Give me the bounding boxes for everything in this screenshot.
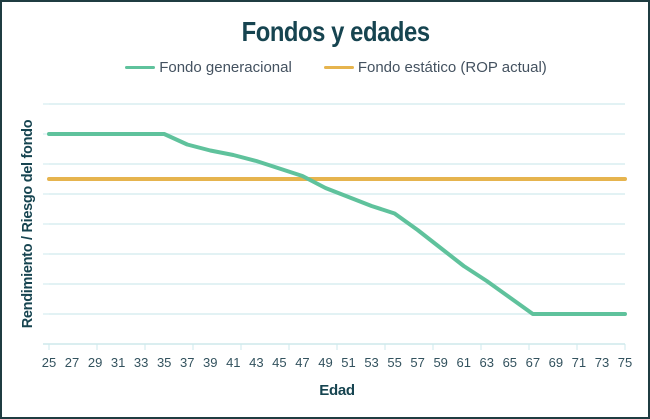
x-tick-label: 55 <box>387 355 401 370</box>
chart-title-text: Fondos y edades <box>241 16 431 47</box>
legend-line-swatch-estatico <box>323 65 354 70</box>
x-tick-label: 27 <box>65 355 79 370</box>
x-tick-label: 61 <box>456 355 470 370</box>
legend-item-fondo-estatico: Fondo estático (ROP actual) <box>323 59 547 76</box>
x-tick-label: 45 <box>272 355 286 370</box>
x-tick-label: 41 <box>226 355 240 370</box>
x-tick-label: 59 <box>433 355 447 370</box>
x-tick-label: 35 <box>157 355 171 370</box>
chart-header: Fondos y edades Fondo generacional Fondo… <box>2 16 648 76</box>
x-tick-label: 39 <box>203 355 217 370</box>
x-tick-label: 73 <box>595 355 609 370</box>
x-tick-label: 71 <box>572 355 586 370</box>
legend-item-fondo-generacional: Fondo generacional <box>125 59 292 76</box>
legend-label-estatico: Fondo estático (ROP actual) <box>357 59 547 76</box>
series-lines <box>47 132 627 316</box>
x-tick-label: 33 <box>134 355 148 370</box>
legend: Fondo generacional Fondo estático (ROP a… <box>24 59 648 76</box>
legend-label-generacional: Fondo generacional <box>159 59 292 76</box>
x-tick-label: 63 <box>480 355 494 370</box>
x-tick-label: 31 <box>111 355 125 370</box>
x-tick-label: 25 <box>42 355 56 370</box>
x-tick-label: 67 <box>526 355 540 370</box>
x-axis-title: Edad <box>319 382 355 399</box>
x-tick-label: 29 <box>88 355 102 370</box>
x-tick-label: 49 <box>318 355 332 370</box>
x-tick-label: 37 <box>180 355 194 370</box>
x-tick-labels: 25 27 29 31 33 35 37 39 41 43 45 47 49 51 53 55 57 59 61 63… <box>42 355 632 370</box>
series-line-generacional <box>47 132 627 316</box>
x-tick-label: 53 <box>364 355 378 370</box>
x-tick-label: 65 <box>503 355 517 370</box>
y-axis-title: Rendimiento / Riesgo del fondo <box>20 119 36 328</box>
x-axis <box>43 103 626 350</box>
x-tick-label: 43 <box>249 355 263 370</box>
x-tick-label: 47 <box>295 355 309 370</box>
x-tick-label: 69 <box>549 355 563 370</box>
x-tick-label: 51 <box>341 355 355 370</box>
chart-title: Fondos y edades <box>24 16 648 48</box>
x-tick-label: 75 <box>618 355 632 370</box>
x-tick-label: 57 <box>410 355 424 370</box>
legend-line-swatch-generacional <box>125 65 156 70</box>
